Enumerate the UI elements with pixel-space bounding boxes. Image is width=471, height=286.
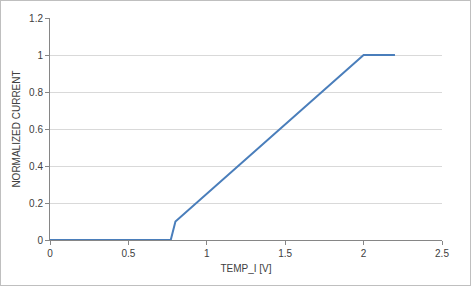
svg-text:2: 2 [361, 248, 367, 259]
svg-text:1: 1 [37, 50, 43, 61]
svg-text:1: 1 [204, 248, 210, 259]
svg-text:2.5: 2.5 [435, 248, 449, 259]
svg-text:0.5: 0.5 [121, 248, 135, 259]
svg-text:0.8: 0.8 [29, 87, 43, 98]
svg-text:0: 0 [37, 235, 43, 246]
svg-text:0.6: 0.6 [29, 124, 43, 135]
svg-text:TEMP_I [V]: TEMP_I [V] [220, 263, 271, 274]
svg-text:0.4: 0.4 [29, 161, 43, 172]
svg-text:1.2: 1.2 [29, 13, 43, 24]
svg-text:NORMALIZED CURRENT: NORMALIZED CURRENT [11, 70, 22, 187]
svg-text:0.2: 0.2 [29, 198, 43, 209]
svg-text:1.5: 1.5 [278, 248, 292, 259]
svg-text:0: 0 [47, 248, 53, 259]
